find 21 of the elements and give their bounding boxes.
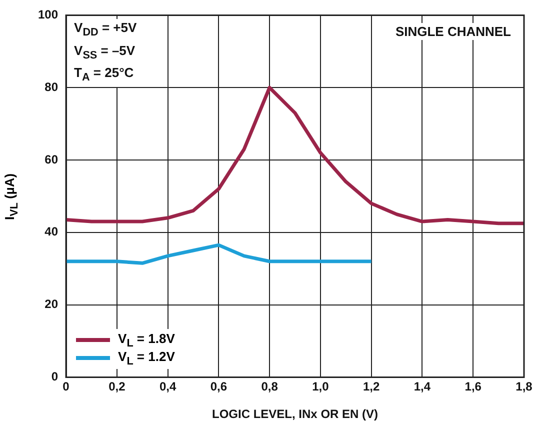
legend-label: V$_{L}$ = 1.8V — [118, 330, 175, 350]
y-tick-label: 100 — [38, 8, 58, 22]
x-tick-label: 1,2 — [362, 380, 380, 394]
x-tick-label: 0 — [62, 380, 70, 394]
y-tick-label: 80 — [44, 80, 58, 94]
y-tick-label: 0 — [51, 370, 58, 384]
x-tick-label: 1,8 — [516, 380, 533, 394]
y-tick-label: 40 — [44, 224, 58, 239]
x-tick-label: 1,0 — [312, 380, 330, 394]
x-tick-label: 0,2 — [108, 380, 126, 394]
y-tick-label: 60 — [44, 152, 58, 166]
legend-label: V$_{L}$ = 1.2V — [118, 348, 175, 368]
text: V$_{DD}$ = +5V V$_{SS}$ = –5V T$_{A}$ = 25°C — [74, 20, 137, 84]
annotation: SINGLE CHANNEL — [392, 23, 514, 40]
x-tick-label: 0,6 — [210, 380, 228, 394]
x-tick-label: 0,8 — [261, 380, 278, 394]
x-tick-label: 0,4 — [159, 380, 176, 394]
x-tick-label: 1,6 — [464, 380, 482, 394]
x-tick-label: 1,4 — [414, 380, 431, 394]
x-axis-title: LOGIC LEVEL, INx OR EN (V) — [212, 407, 378, 422]
y-tick-label: 20 — [44, 297, 58, 312]
